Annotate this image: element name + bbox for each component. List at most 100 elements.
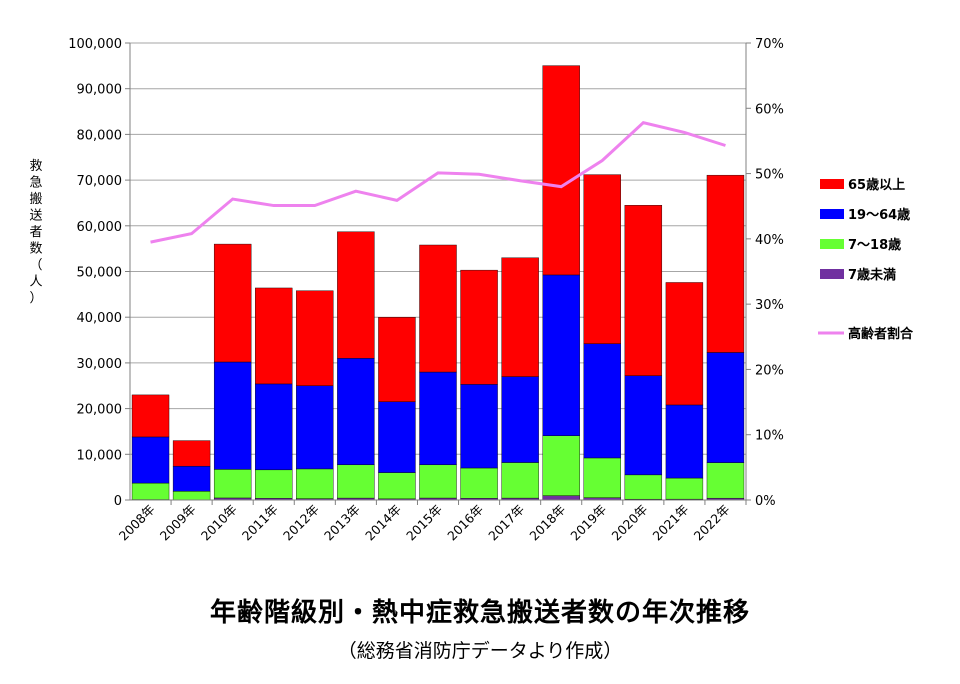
bar-segment [624, 474, 663, 500]
y-left-tick-label: 50,000 [77, 266, 123, 281]
y-right-tick-label: 0% [755, 494, 776, 509]
legend-swatch [820, 239, 844, 249]
legend-label: 7～18歳 [848, 237, 901, 253]
x-tick-label: 2009年 [157, 502, 199, 544]
bar-segment [665, 282, 704, 406]
y-axis-right-ticks: 0% 10% 20% 30% 40% 50% 60% 70% [746, 37, 784, 509]
y-axis-label-char: 人 [29, 275, 42, 290]
x-axis-ticks: 2008年 2009年 2010年 2011年 2012年 2013年 2014年 2015年… [116, 500, 747, 544]
chart-subtitle: （総務省消防庁データより作成） [337, 640, 623, 662]
bar-segment [378, 317, 416, 402]
y-right-tick-label: 40% [755, 233, 784, 248]
x-tick-label: 2016年 [444, 502, 486, 544]
y-axis-label-char: （ [29, 258, 42, 273]
x-tick-label: 2019年 [567, 502, 609, 544]
bar-segment [131, 436, 170, 484]
y-right-tick-label: 60% [755, 102, 784, 117]
line-series-path [150, 121, 726, 244]
x-tick-label: 2014年 [362, 502, 404, 544]
bar-segment [213, 469, 252, 499]
y-right-tick-label: 30% [755, 298, 784, 313]
x-tick-label: 2017年 [485, 502, 527, 544]
y-right-tick-label: 10% [755, 429, 784, 444]
bar-segment [255, 287, 293, 385]
bar-segment [583, 174, 621, 344]
y-axis-label-char: 救 [29, 158, 42, 174]
bar-segment [296, 385, 334, 470]
legend-swatch [820, 179, 844, 189]
y-left-tick-label: 100,000 [68, 37, 122, 52]
bar-segment [542, 65, 580, 276]
bar-segment [131, 482, 170, 500]
bar-segment [501, 257, 539, 377]
bar-segment [706, 174, 745, 353]
legend-swatch [820, 269, 844, 279]
chart-title: 年齢階級別・熱中症救急搬送者数の年次推移 [209, 598, 750, 628]
bar-segment [296, 468, 334, 499]
y-right-tick-label: 70% [755, 37, 784, 52]
x-tick-label: 2012年 [280, 502, 322, 544]
bar-segment [706, 462, 745, 499]
bar-segment [213, 361, 252, 470]
legend-label: 19～64歳 [848, 207, 910, 223]
y-right-tick-label: 50% [755, 168, 784, 183]
x-tick-label: 2018年 [526, 502, 568, 544]
y-left-tick-label: 10,000 [77, 448, 123, 463]
bar-segment [296, 290, 334, 386]
y-axis-label-char: 急 [29, 176, 42, 191]
legend-swatch [820, 209, 844, 219]
y-left-tick-label: 20,000 [77, 403, 123, 418]
bar-segment [131, 394, 170, 438]
bar-segment [542, 274, 580, 436]
x-tick-label: 2022年 [691, 502, 733, 544]
bar-segment [460, 269, 498, 385]
bar-segment [501, 462, 539, 499]
y-left-tick-label: 60,000 [77, 220, 123, 235]
bar-segment [255, 383, 293, 471]
x-tick-label: 2011年 [239, 502, 281, 544]
y-left-tick-label: 30,000 [77, 357, 123, 372]
bar-segment [419, 371, 457, 466]
bar-series [131, 65, 745, 501]
bar-segment [624, 375, 663, 476]
y-left-tick-label: 80,000 [77, 128, 123, 143]
bar-segment [583, 457, 621, 498]
y-axis-left-ticks: 0 10,000 20,000 30,000 40,000 50,000 60,000 70,… [68, 37, 130, 509]
bar-segment [337, 464, 375, 499]
bar-segment [624, 205, 663, 376]
x-tick-label: 2013年 [321, 502, 363, 544]
x-tick-label: 2010年 [198, 502, 240, 544]
y-left-tick-label: 40,000 [77, 311, 123, 326]
x-tick-label: 2008年 [116, 502, 158, 544]
bar-segment [542, 435, 580, 496]
bar-segment [501, 376, 539, 463]
legend-label: 65歳以上 [848, 177, 905, 193]
line-series [150, 121, 726, 244]
bar-segment [460, 467, 498, 499]
x-tick-label: 2015年 [403, 502, 445, 544]
y-axis-label-char: ） [29, 291, 42, 306]
y-axis-label-char: 搬 [29, 192, 42, 207]
y-axis-label-char: 数 [29, 242, 42, 257]
bar-segment [460, 384, 498, 469]
y-axis-label: 救急搬送者数（ 人） [29, 158, 42, 306]
bar-segment [337, 358, 375, 466]
bar-segment [706, 352, 745, 463]
bar-segment [378, 401, 416, 473]
bar-segment [213, 243, 252, 363]
y-left-tick-label: 90,000 [77, 83, 123, 98]
bar-segment [255, 469, 293, 499]
x-tick-label: 2021年 [650, 502, 692, 544]
y-right-tick-label: 20% [755, 363, 784, 378]
x-tick-label: 2020年 [609, 502, 651, 544]
bar-segment [419, 244, 457, 373]
bar-segment [583, 343, 621, 459]
bar-segment [665, 404, 704, 479]
bar-segment [172, 465, 211, 492]
y-axis-label-char: 送 [29, 209, 42, 224]
bar-segment [419, 464, 457, 499]
bar-segment [665, 477, 704, 500]
bar-segment [542, 495, 580, 501]
